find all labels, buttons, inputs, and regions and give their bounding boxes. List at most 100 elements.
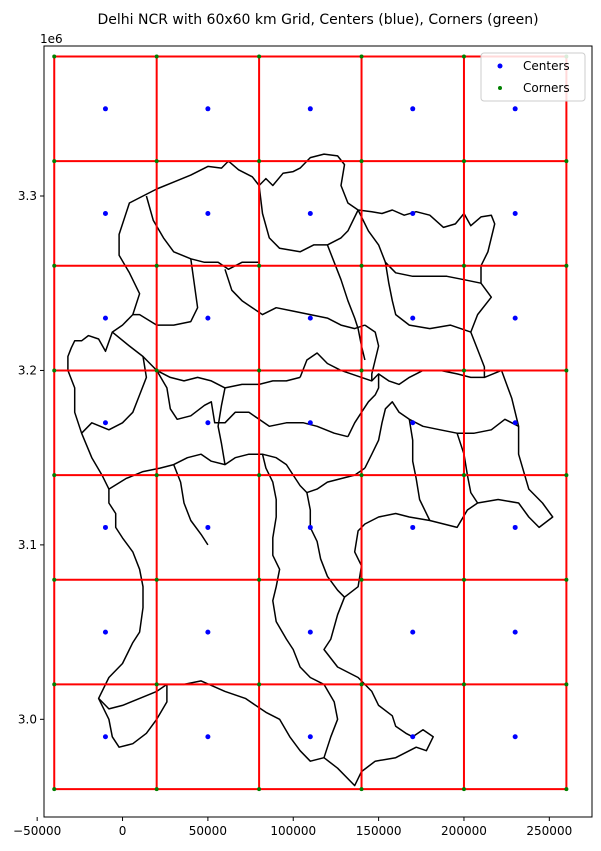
corner-point	[154, 787, 159, 792]
corner-point	[257, 159, 262, 164]
center-point	[102, 315, 108, 321]
center-points	[102, 106, 518, 740]
center-point	[307, 106, 313, 112]
district-boundary	[384, 262, 472, 333]
x-axis: −50000 0 50000 100000 150000 200000 250000	[13, 817, 572, 838]
center-point	[205, 210, 211, 216]
corner-point	[257, 787, 262, 792]
legend: Centers Corners	[480, 52, 586, 102]
corner-point	[359, 159, 364, 164]
corner-point	[52, 159, 57, 164]
center-point	[512, 210, 518, 216]
district-boundary	[408, 419, 431, 521]
corner-point	[257, 54, 262, 59]
center-point	[102, 420, 108, 426]
corner-point	[52, 54, 57, 59]
corner-point	[154, 368, 159, 373]
y-tick-label: 3.0	[18, 712, 37, 726]
district-boundaries	[67, 153, 554, 787]
corner-point	[359, 473, 364, 478]
corner-point	[461, 263, 466, 268]
corner-point	[461, 682, 466, 687]
corner-point	[564, 577, 569, 582]
ncr-outline	[67, 153, 554, 787]
corner-point	[564, 473, 569, 478]
center-point	[410, 210, 416, 216]
y-axis-offset-label: 1e6	[40, 32, 63, 46]
corner-point	[564, 368, 569, 373]
center-point	[205, 420, 211, 426]
corner-point	[257, 577, 262, 582]
district-boundary	[299, 352, 485, 386]
center-point	[307, 420, 313, 426]
axes-frame	[43, 45, 593, 818]
corner-point	[154, 473, 159, 478]
center-point	[512, 629, 518, 635]
legend-centers-marker	[497, 63, 503, 69]
corner-point	[154, 263, 159, 268]
center-point	[205, 106, 211, 112]
corner-point	[564, 682, 569, 687]
center-point	[205, 315, 211, 321]
center-point	[307, 210, 313, 216]
center-point	[102, 106, 108, 112]
x-tick-label: 150000	[356, 824, 402, 838]
x-tick-label: 0	[119, 824, 127, 838]
corner-point	[154, 682, 159, 687]
district-boundary	[217, 387, 226, 465]
y-tick-label: 3.3	[18, 189, 37, 203]
center-point	[512, 420, 518, 426]
district-boundary	[364, 324, 380, 381]
center-point	[410, 524, 416, 530]
corner-point	[359, 577, 364, 582]
district-boundary	[357, 209, 482, 284]
corner-point	[154, 159, 159, 164]
center-point	[410, 315, 416, 321]
center-point	[410, 420, 416, 426]
corner-point	[257, 263, 262, 268]
corner-point	[257, 682, 262, 687]
district-boundary	[456, 432, 479, 504]
corner-point	[564, 159, 569, 164]
x-tick-label: −50000	[13, 824, 61, 838]
district-boundary	[347, 373, 380, 438]
legend-corners-label: Corners	[523, 81, 570, 95]
district-boundary	[156, 370, 349, 438]
center-point	[307, 734, 313, 740]
district-boundary	[364, 401, 519, 469]
corner-point	[461, 577, 466, 582]
chart-title: Delhi NCR with 60x60 km Grid, Centers (b…	[97, 12, 538, 28]
x-tick-label: 250000	[526, 824, 572, 838]
center-point	[512, 524, 518, 530]
legend-box	[480, 52, 586, 102]
center-point	[102, 734, 108, 740]
center-point	[307, 315, 313, 321]
center-point	[512, 734, 518, 740]
district-boundary	[224, 269, 366, 330]
district-boundary	[326, 244, 366, 361]
x-tick-label: 100000	[270, 824, 316, 838]
center-point	[410, 734, 416, 740]
center-point	[512, 315, 518, 321]
x-tick-label: 50000	[189, 824, 227, 838]
corner-point	[564, 787, 569, 792]
district-boundary	[258, 185, 359, 253]
center-point	[205, 629, 211, 635]
corner-point	[257, 368, 262, 373]
center-point	[102, 629, 108, 635]
corner-point	[359, 263, 364, 268]
center-point	[512, 106, 518, 112]
corner-point	[359, 368, 364, 373]
center-point	[205, 734, 211, 740]
district-boundary	[145, 195, 260, 271]
corner-point	[52, 263, 57, 268]
corner-point	[257, 473, 262, 478]
plot-area	[43, 45, 593, 818]
corner-point	[461, 368, 466, 373]
corner-point	[52, 577, 57, 582]
x-tick-label: 200000	[441, 824, 487, 838]
legend-centers-label: Centers	[523, 59, 570, 73]
corner-point	[52, 787, 57, 792]
district-boundary	[173, 464, 209, 546]
